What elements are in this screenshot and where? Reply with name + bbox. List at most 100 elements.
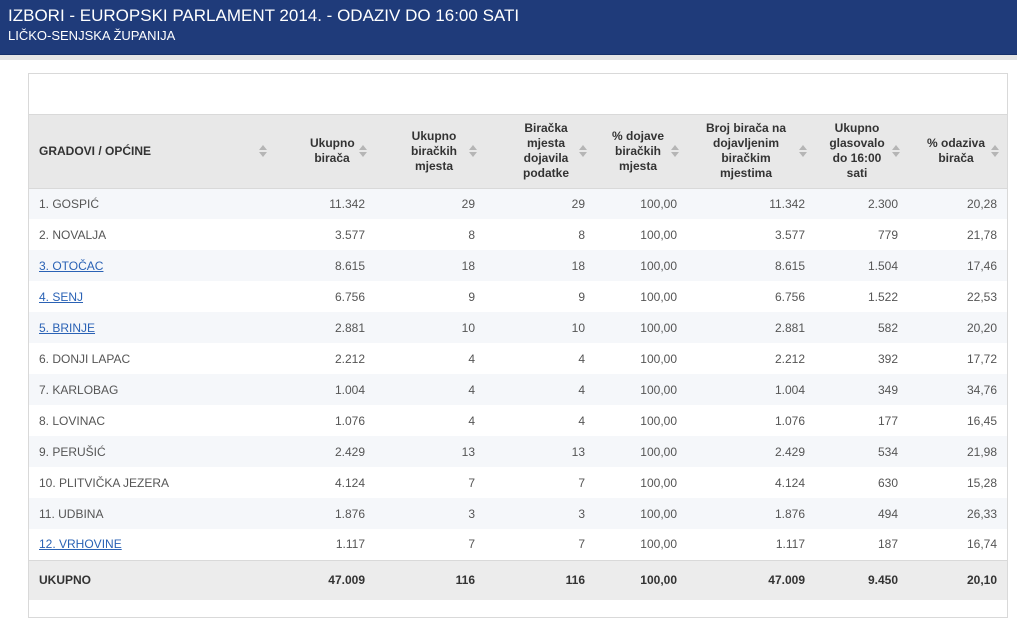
cell-dojavila: 3 <box>485 498 595 529</box>
cell-pct-dojave: 100,00 <box>595 529 687 560</box>
cell-mjesta: 3 <box>375 498 485 529</box>
table-row: 9. PERUŠIĆ 2.429 13 13 100,00 2.429 534 21,98 <box>29 436 1007 467</box>
cell-glasovalo: 1.504 <box>815 250 908 281</box>
cell-pct-dojave: 100,00 <box>595 219 687 250</box>
row-name-cell: 1. GOSPIĆ <box>29 188 269 219</box>
cell-pct-dojave: 100,00 <box>595 250 687 281</box>
table-row: 4. SENJ 6.756 9 9 100,00 6.756 1.522 22,53 <box>29 281 1007 312</box>
results-panel: GRADOVI / OPĆINE Ukupno birača Ukupno bira… <box>28 73 1008 618</box>
cell-odaziv: 15,28 <box>908 467 1007 498</box>
cell-odaziv: 16,45 <box>908 405 1007 436</box>
row-name-cell: 8. LOVINAC <box>29 405 269 436</box>
row-name-cell: 11. UDBINA <box>29 498 269 529</box>
panel-toolbar <box>29 74 1007 115</box>
table-row: 6. DONJI LAPAC 2.212 4 4 100,00 2.212 392 17,72 <box>29 343 1007 374</box>
cell-pct-dojave: 100,00 <box>595 405 687 436</box>
municipality-link[interactable]: 3. OTOČAC <box>39 258 104 273</box>
cell-pct-dojave: 100,00 <box>595 498 687 529</box>
cell-dojavila: 7 <box>485 467 595 498</box>
cell-odaziv: 21,98 <box>908 436 1007 467</box>
cell-odaziv: 20,20 <box>908 312 1007 343</box>
cell-mjesta: 4 <box>375 343 485 374</box>
sort-arrows-icon[interactable] <box>892 145 902 158</box>
row-name-cell[interactable]: 3. OTOČAC <box>29 250 269 281</box>
total-broj: 47.009 <box>687 559 815 600</box>
municipality-name: 2. NOVALJA <box>39 227 107 242</box>
page-header: IZBORI - EUROPSKI PARLAMENT 2014. - ODAZ… <box>0 0 1017 55</box>
column-header-label: Ukupno biračkih mjesta <box>410 128 458 173</box>
cell-broj: 4.124 <box>687 467 815 498</box>
cell-mjesta: 7 <box>375 529 485 560</box>
cell-dojavila: 9 <box>485 281 595 312</box>
cell-glasovalo: 392 <box>815 343 908 374</box>
cell-birača: 2.429 <box>269 436 375 467</box>
cell-broj: 1.076 <box>687 405 815 436</box>
sort-arrows-icon[interactable] <box>359 145 369 158</box>
municipality-link[interactable]: 5. BRINJE <box>39 320 96 335</box>
sort-arrows-icon[interactable] <box>579 145 589 158</box>
cell-pct-dojave: 100,00 <box>595 436 687 467</box>
total-dojavila: 116 <box>485 559 595 600</box>
municipality-name: 7. KARLOBAG <box>39 382 119 397</box>
cell-odaziv: 16,74 <box>908 529 1007 560</box>
municipality-link[interactable]: 12. VRHOVINE <box>39 537 122 552</box>
municipality-name: 9. PERUŠIĆ <box>39 444 106 459</box>
cell-broj: 3.577 <box>687 219 815 250</box>
column-header-5[interactable]: Broj birača na dojavljenim biračkim mjes… <box>687 115 815 189</box>
table-row: 11. UDBINA 1.876 3 3 100,00 1.876 494 26,33 <box>29 498 1007 529</box>
row-name-cell: 6. DONJI LAPAC <box>29 343 269 374</box>
sort-arrows-icon[interactable] <box>991 145 1001 158</box>
column-header-7[interactable]: % odaziva birača <box>908 115 1007 189</box>
column-header-label: % dojave biračkih mjesta <box>611 128 665 173</box>
cell-broj: 1.004 <box>687 374 815 405</box>
municipality-name: 8. LOVINAC <box>39 413 106 428</box>
cell-mjesta: 8 <box>375 219 485 250</box>
cell-birača: 1.004 <box>269 374 375 405</box>
column-header-0[interactable]: GRADOVI / OPĆINE <box>29 115 269 189</box>
table-row: 1. GOSPIĆ 11.342 29 29 100,00 11.342 2.300 20,2… <box>29 188 1007 219</box>
cell-dojavila: 13 <box>485 436 595 467</box>
cell-dojavila: 4 <box>485 374 595 405</box>
column-header-2[interactable]: Ukupno biračkih mjesta <box>375 115 485 189</box>
cell-odaziv: 17,72 <box>908 343 1007 374</box>
cell-dojavila: 18 <box>485 250 595 281</box>
column-header-1[interactable]: Ukupno birača <box>269 115 375 189</box>
column-header-4[interactable]: % dojave biračkih mjesta <box>595 115 687 189</box>
cell-odaziv: 22,53 <box>908 281 1007 312</box>
cell-mjesta: 29 <box>375 188 485 219</box>
table-header-row: GRADOVI / OPĆINE Ukupno birača Ukupno bira… <box>29 115 1007 189</box>
cell-birača: 1.117 <box>269 529 375 560</box>
sort-arrows-icon[interactable] <box>259 145 269 158</box>
table-row: 3. OTOČAC 8.615 18 18 100,00 8.615 1.504 17,46 <box>29 250 1007 281</box>
row-name-cell[interactable]: 12. VRHOVINE <box>29 529 269 560</box>
cell-birača: 1.876 <box>269 498 375 529</box>
cell-dojavila: 10 <box>485 312 595 343</box>
municipality-name: 11. UDBINA <box>39 506 104 521</box>
cell-dojavila: 4 <box>485 405 595 436</box>
results-table: GRADOVI / OPĆINE Ukupno birača Ukupno bira… <box>29 115 1007 600</box>
row-name-cell[interactable]: 5. BRINJE <box>29 312 269 343</box>
sort-arrows-icon[interactable] <box>671 145 681 158</box>
sort-arrows-icon[interactable] <box>469 145 479 158</box>
cell-birača: 2.881 <box>269 312 375 343</box>
table-row: 7. KARLOBAG 1.004 4 4 100,00 1.004 349 34,76 <box>29 374 1007 405</box>
row-name-cell: 2. NOVALJA <box>29 219 269 250</box>
cell-broj: 1.117 <box>687 529 815 560</box>
row-name-cell: 10. PLITVIČKA JEZERA <box>29 467 269 498</box>
column-header-6[interactable]: Ukupno glasovalo do 16:00 sati <box>815 115 908 189</box>
table-row: 2. NOVALJA 3.577 8 8 100,00 3.577 779 21,78 <box>29 219 1007 250</box>
row-name-cell[interactable]: 4. SENJ <box>29 281 269 312</box>
cell-odaziv: 26,33 <box>908 498 1007 529</box>
cell-glasovalo: 630 <box>815 467 908 498</box>
cell-broj: 2.429 <box>687 436 815 467</box>
column-header-3[interactable]: Biračka mjesta dojavila podatke <box>485 115 595 189</box>
cell-broj: 11.342 <box>687 188 815 219</box>
cell-birača: 3.577 <box>269 219 375 250</box>
sort-arrows-icon[interactable] <box>799 145 809 158</box>
total-pct-dojave: 100,00 <box>595 559 687 600</box>
municipality-link[interactable]: 4. SENJ <box>39 289 84 304</box>
cell-glasovalo: 177 <box>815 405 908 436</box>
cell-birača: 4.124 <box>269 467 375 498</box>
page-title: IZBORI - EUROPSKI PARLAMENT 2014. - ODAZ… <box>8 6 520 25</box>
cell-broj: 1.876 <box>687 498 815 529</box>
